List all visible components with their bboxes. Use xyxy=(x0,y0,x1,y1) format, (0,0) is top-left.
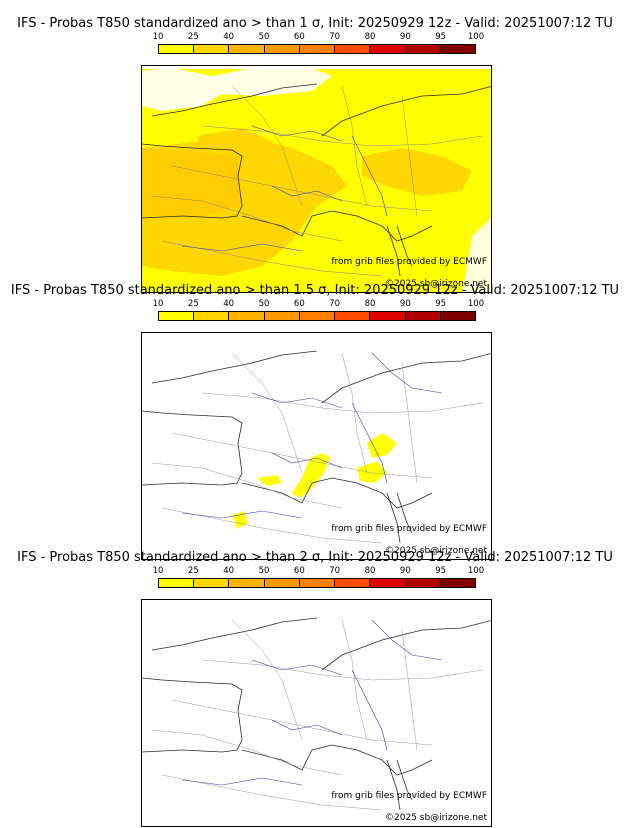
colorbar-segment xyxy=(299,312,336,320)
probability-area-10 xyxy=(367,433,397,458)
colorbar-tick-label: 25 xyxy=(187,299,199,309)
map-panel-1: IFS - Probas T850 standardized ano > tha… xyxy=(0,16,630,293)
rivers xyxy=(181,619,443,786)
colorbar-segment xyxy=(335,45,371,53)
colorbar-segment xyxy=(159,312,195,320)
copyright-note: ©2025 sb@irizone.net xyxy=(385,546,487,556)
copyright-note: ©2025 sb@irizone.net xyxy=(385,813,487,823)
colorbar-segment xyxy=(440,45,475,53)
colorbar-tick-label: 60 xyxy=(293,299,305,309)
colorbar-tick-label: 70 xyxy=(329,299,341,309)
colorbar xyxy=(158,311,476,321)
borders xyxy=(151,619,483,811)
colorbar-tick-label: 95 xyxy=(435,32,447,42)
colorbar-tick-label: 60 xyxy=(293,32,305,42)
colorbar-tick-label: 40 xyxy=(223,32,235,42)
colorbar-segment xyxy=(440,579,475,587)
source-note: from grib files provided by ECMWF xyxy=(331,524,487,534)
source-note: from grib files provided by ECMWF xyxy=(331,257,487,267)
panel-title: IFS - Probas T850 standardized ano > tha… xyxy=(17,550,613,565)
colorbar-segment xyxy=(159,45,195,53)
colorbar-segment xyxy=(229,45,265,53)
probability-map: from grib files provided by ECMWF ©2025 … xyxy=(141,599,492,827)
colorbar-segment xyxy=(405,579,441,587)
probability-area-10 xyxy=(292,453,330,498)
borders xyxy=(151,352,483,544)
probability-area-25 xyxy=(362,148,472,196)
colorbar-tick-label: 10 xyxy=(152,299,164,309)
colorbar-tick-label: 100 xyxy=(467,566,485,576)
map-panel-3: IFS - Probas T850 standardized ano > tha… xyxy=(0,550,630,827)
coastlines xyxy=(142,617,491,811)
colorbar-ticks: 10 25 40 50 60 70 80 90 95 100 xyxy=(153,299,485,310)
colorbar-tick-label: 50 xyxy=(258,566,270,576)
land-uncovered xyxy=(142,66,332,111)
colorbar-tick-label: 70 xyxy=(329,32,341,42)
colorbar-segment xyxy=(264,579,300,587)
colorbar xyxy=(158,578,476,588)
colorbar-tick-label: 40 xyxy=(223,566,235,576)
colorbar-segment xyxy=(229,579,265,587)
colorbar-tick-label: 70 xyxy=(329,566,341,576)
colorbar-segment xyxy=(440,312,475,320)
colorbar xyxy=(158,44,476,54)
probability-area-30 xyxy=(142,148,242,216)
probability-map: from grib files provided by ECMWF ©2025 … xyxy=(141,332,492,560)
colorbar-tick-label: 25 xyxy=(187,32,199,42)
panel-title: IFS - Probas T850 standardized ano > tha… xyxy=(17,16,613,31)
colorbar-segment xyxy=(405,312,441,320)
colorbar-tick-label: 95 xyxy=(435,299,447,309)
sea-uncovered xyxy=(462,217,491,292)
source-note: from grib files provided by ECMWF xyxy=(331,791,487,801)
colorbar-tick-label: 25 xyxy=(187,566,199,576)
probability-area-10 xyxy=(257,475,282,486)
map-canvas xyxy=(142,66,491,292)
probability-area-10 xyxy=(357,461,387,483)
colorbar-segment xyxy=(370,579,406,587)
copyright-note: ©2025 sb@irizone.net xyxy=(385,279,487,289)
colorbar-tick-label: 100 xyxy=(467,299,485,309)
colorbar-segment xyxy=(194,312,230,320)
colorbar-tick-label: 40 xyxy=(223,299,235,309)
colorbar-tick-label: 50 xyxy=(258,32,270,42)
colorbar-segment xyxy=(229,312,265,320)
colorbar-tick-label: 100 xyxy=(467,32,485,42)
colorbar-tick-label: 60 xyxy=(293,566,305,576)
colorbar-segment xyxy=(299,579,336,587)
colorbar-tick-label: 50 xyxy=(258,299,270,309)
panel-title: IFS - Probas T850 standardized ano > tha… xyxy=(10,283,620,298)
colorbar-segment xyxy=(159,579,195,587)
colorbar-tick-label: 10 xyxy=(152,32,164,42)
colorbar-ticks: 10 25 40 50 60 70 80 90 95 100 xyxy=(153,566,485,577)
colorbar-tick-label: 90 xyxy=(399,299,411,309)
colorbar-segment xyxy=(335,312,371,320)
colorbar-segment xyxy=(299,45,336,53)
colorbar-segment xyxy=(335,579,371,587)
colorbar-segment xyxy=(370,45,406,53)
borders xyxy=(151,85,483,277)
colorbar-segment xyxy=(405,45,441,53)
colorbar-tick-label: 80 xyxy=(364,32,376,42)
probability-map: from grib files provided by ECMWF ©2025 … xyxy=(141,65,492,293)
colorbar-tick-label: 90 xyxy=(399,32,411,42)
colorbar-segment xyxy=(194,45,230,53)
map-panel-2: IFS - Probas T850 standardized ano > tha… xyxy=(0,283,630,560)
colorbar-segment xyxy=(264,312,300,320)
coastlines xyxy=(142,350,491,544)
colorbar-segment xyxy=(264,45,300,53)
colorbar-segment xyxy=(370,312,406,320)
map-canvas xyxy=(142,617,491,811)
colorbar-tick-label: 80 xyxy=(364,566,376,576)
colorbar-segment xyxy=(194,579,230,587)
colorbar-ticks: 10 25 40 50 60 70 80 90 95 100 xyxy=(153,32,485,43)
colorbar-tick-label: 95 xyxy=(435,566,447,576)
colorbar-tick-label: 90 xyxy=(399,566,411,576)
colorbar-tick-label: 10 xyxy=(152,566,164,576)
rivers xyxy=(181,352,443,519)
map-canvas xyxy=(142,350,491,544)
colorbar-tick-label: 80 xyxy=(364,299,376,309)
rivers xyxy=(181,125,388,252)
